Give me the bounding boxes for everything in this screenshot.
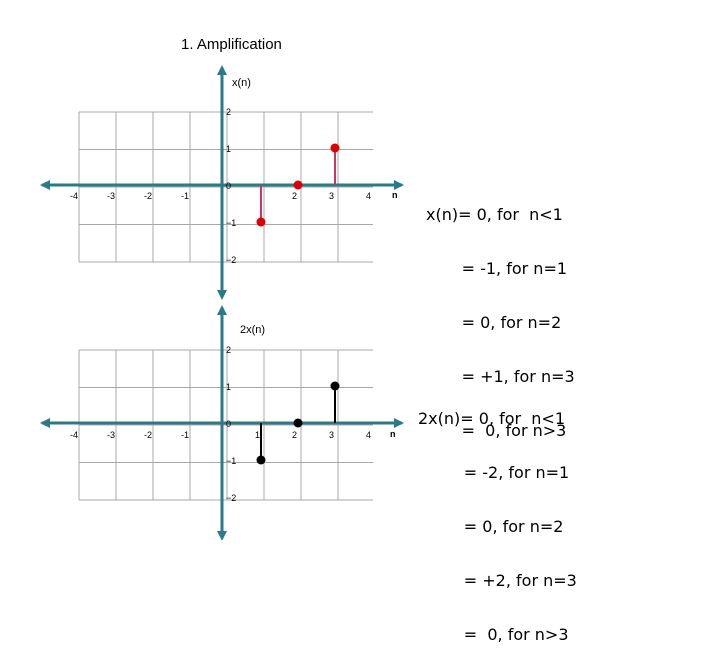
data-point — [330, 381, 340, 391]
y-axis-label: 2x(n) — [240, 324, 265, 336]
equation-line: = 0, for n>3 — [418, 625, 569, 644]
equation-line: x(n)= 0, for n<1 — [426, 205, 563, 224]
x-tick-label: 2 — [292, 430, 297, 440]
x-axis-label: n — [390, 429, 396, 439]
x-tick-label: 1 — [255, 430, 260, 440]
x-axis-label: n — [392, 190, 398, 200]
x-tick-label: -2 — [144, 430, 152, 440]
plots-canvas: x(n) -4 -3 -2 -1 2 3 4 n 2 1 0 −1 −2 2x(n) -4 -3 -2 -1 1 2 3… — [40, 65, 404, 540]
y-axis-arrow-up — [217, 305, 227, 315]
equation-line: = 0, for n=2 — [426, 313, 562, 332]
y-tick-label: 0 — [226, 181, 231, 191]
equation-line: = -2, for n=1 — [418, 463, 570, 482]
y-tick-label: −1 — [226, 456, 236, 466]
y-axis-arrow-down — [217, 290, 227, 300]
x-tick-label: -1 — [181, 191, 189, 201]
x-tick-label: -1 — [181, 430, 189, 440]
x-axis-arrow-left — [40, 180, 50, 190]
data-point — [256, 455, 266, 465]
bottom-equations: 2x(n)= 0, for n<1 = -2, for n=1 = 0, for… — [418, 374, 577, 662]
x-tick-label: -2 — [144, 191, 152, 201]
data-point — [330, 143, 340, 153]
y-axis-arrow-down — [217, 531, 227, 540]
y-tick-label: 2 — [226, 345, 231, 355]
x-axis-arrow-right — [394, 418, 404, 428]
x-tick-label: 2 — [292, 191, 297, 201]
equation-line: = +1, for n=3 — [426, 367, 575, 386]
x-axis-arrow-left — [40, 418, 50, 428]
x-tick-label: 4 — [366, 430, 371, 440]
y-tick-label: 1 — [226, 144, 231, 154]
y-axis-arrow-up — [217, 65, 227, 75]
equation-line: = 0, for n=2 — [418, 517, 564, 536]
x-tick-label: 4 — [366, 191, 371, 201]
y-tick-label: 2 — [226, 107, 231, 117]
slide-title: 1. Amplification — [181, 36, 282, 53]
x-tick-label: -3 — [107, 430, 115, 440]
equation-line: = 0, for n>3 — [426, 421, 567, 440]
x-tick-label: -3 — [107, 191, 115, 201]
y-tick-label: −1 — [226, 218, 236, 228]
top-plot: x(n) -4 -3 -2 -1 2 3 4 n 2 1 0 −1 −2 — [40, 65, 404, 300]
x-tick-label: 3 — [329, 191, 334, 201]
y-tick-label: −2 — [226, 493, 236, 503]
equation-line: 2x(n)= 0, for n<1 — [418, 409, 566, 428]
equation-line: = +2, for n=3 — [418, 571, 577, 590]
bottom-plot: 2x(n) -4 -3 -2 -1 1 2 3 4 n 2 1 0 −1 −2 — [40, 305, 404, 540]
data-point — [293, 418, 303, 428]
data-point — [293, 180, 303, 190]
y-tick-label: 0 — [226, 419, 231, 429]
x-tick-label: -4 — [70, 430, 78, 440]
x-axis-arrow-right — [394, 180, 404, 190]
data-point — [256, 217, 266, 227]
x-tick-label: -4 — [70, 191, 78, 201]
y-tick-label: −2 — [226, 255, 236, 265]
y-tick-label: 1 — [226, 382, 231, 392]
equation-line: = -1, for n=1 — [426, 259, 568, 278]
top-equations: x(n)= 0, for n<1 = -1, for n=1 = 0, for … — [426, 170, 575, 458]
y-axis-label: x(n) — [232, 77, 251, 89]
x-tick-label: 3 — [329, 430, 334, 440]
